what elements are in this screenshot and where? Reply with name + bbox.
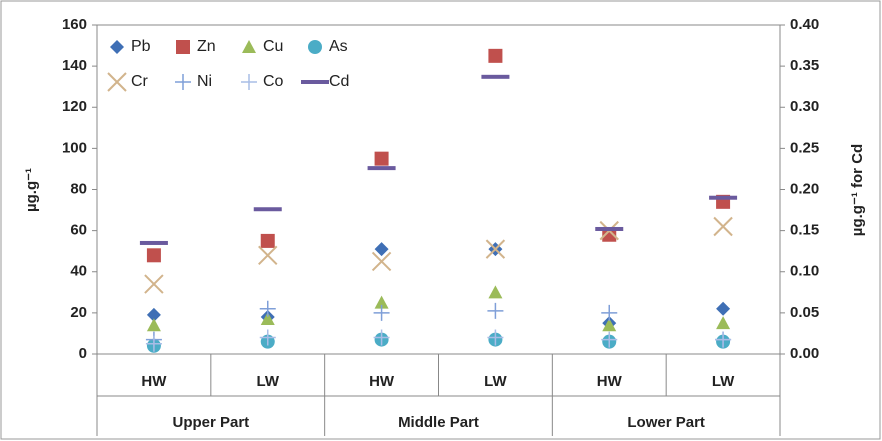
legend-marker	[107, 72, 127, 92]
marker	[715, 331, 732, 348]
y2-tick-label: 0.00	[790, 345, 819, 362]
marker	[259, 300, 276, 317]
y-tick-label: 20	[70, 304, 87, 321]
y-tick-label: 40	[70, 263, 87, 280]
group-label: Upper Part	[172, 414, 249, 431]
y-tick-label: 120	[62, 98, 87, 115]
marker	[253, 207, 282, 212]
legend-marker	[301, 80, 329, 84]
legend-label: Cd	[329, 73, 349, 90]
y2-tick-label: 0.10	[790, 263, 819, 280]
marker	[146, 248, 161, 263]
y-tick-label: 0	[79, 345, 87, 362]
y-tick-label: 140	[62, 57, 87, 74]
marker	[488, 48, 503, 63]
marker	[259, 329, 276, 346]
marker	[371, 251, 392, 272]
marker	[367, 166, 396, 171]
x-tick-label: LW	[484, 373, 507, 390]
marker	[373, 304, 390, 321]
legend-marker	[176, 40, 190, 54]
marker	[374, 151, 389, 166]
legend-label: As	[329, 38, 348, 55]
marker	[146, 307, 161, 322]
legend-marker	[175, 74, 191, 90]
group-label: Lower Part	[627, 414, 705, 431]
marker	[713, 216, 733, 237]
x-tick-label: HW	[369, 373, 395, 390]
y2-tick-label: 0.05	[790, 304, 819, 321]
marker	[373, 329, 390, 346]
x-tick-label: LW	[712, 373, 735, 390]
y2-tick-label: 0.20	[790, 180, 819, 197]
legend-marker	[242, 40, 256, 53]
marker	[258, 245, 278, 266]
legend-label: Zn	[197, 38, 216, 55]
marker	[374, 242, 389, 257]
group-label: Middle Part	[398, 414, 479, 431]
marker	[709, 195, 738, 200]
marker	[602, 318, 617, 332]
y2-tick-label: 0.30	[790, 98, 819, 115]
marker	[716, 301, 731, 316]
legend-label: Pb	[131, 38, 151, 55]
x-tick-label: LW	[257, 373, 280, 390]
x-tick-label: HW	[597, 373, 623, 390]
legend-label: Cu	[263, 38, 283, 55]
y2-axis-label: µg.g⁻¹ for Cd	[849, 144, 866, 236]
y2-tick-label: 0.35	[790, 57, 819, 74]
legend-label: Cr	[131, 73, 149, 90]
legend-marker	[241, 74, 257, 90]
marker	[485, 239, 506, 259]
x-tick-label: HW	[141, 373, 167, 390]
y-tick-label: 80	[70, 180, 87, 197]
marker	[374, 295, 389, 309]
marker	[487, 329, 504, 346]
marker	[487, 302, 504, 319]
y2-tick-label: 0.25	[790, 139, 819, 156]
y2-tick-label: 0.15	[790, 222, 819, 239]
marker	[595, 226, 624, 231]
y-tick-label: 160	[62, 16, 87, 33]
marker	[602, 227, 617, 242]
legend-marker	[110, 40, 124, 54]
marker	[716, 316, 731, 330]
legend-marker	[308, 40, 322, 54]
marker	[488, 285, 503, 299]
legend-label: Co	[263, 73, 284, 90]
marker	[139, 240, 168, 245]
marker	[145, 335, 162, 352]
y-tick-label: 100	[62, 139, 87, 156]
marker	[260, 312, 275, 326]
y-tick-label: 60	[70, 222, 87, 239]
y-axis-label: µg.g⁻¹	[23, 168, 40, 212]
marker	[144, 274, 164, 294]
marker	[601, 331, 618, 348]
y2-tick-label: 0.40	[790, 16, 819, 33]
marker	[146, 318, 161, 332]
marker	[481, 74, 510, 79]
marker	[601, 304, 618, 321]
marker	[260, 233, 275, 248]
legend-label: Ni	[197, 73, 212, 90]
